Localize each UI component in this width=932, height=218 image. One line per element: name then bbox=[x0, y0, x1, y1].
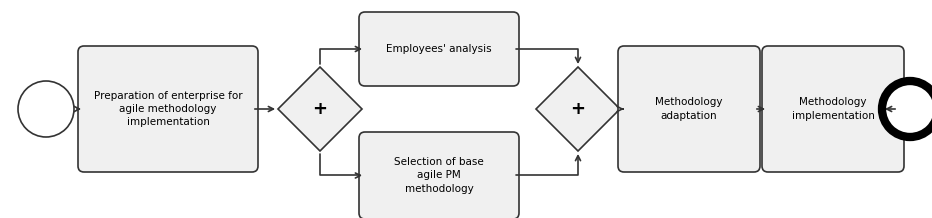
FancyBboxPatch shape bbox=[618, 46, 760, 172]
Text: Preparation of enterprise for
agile methodology
implementation: Preparation of enterprise for agile meth… bbox=[94, 91, 242, 127]
Text: +: + bbox=[570, 100, 585, 118]
FancyBboxPatch shape bbox=[762, 46, 904, 172]
FancyBboxPatch shape bbox=[78, 46, 258, 172]
Text: Selection of base
agile PM
methodology: Selection of base agile PM methodology bbox=[394, 157, 484, 194]
Text: +: + bbox=[312, 100, 327, 118]
FancyBboxPatch shape bbox=[359, 132, 519, 218]
Text: Methodology
adaptation: Methodology adaptation bbox=[655, 97, 722, 121]
Text: Employees' analysis: Employees' analysis bbox=[386, 44, 492, 54]
Circle shape bbox=[882, 81, 932, 137]
Polygon shape bbox=[278, 67, 362, 151]
FancyBboxPatch shape bbox=[359, 12, 519, 86]
Polygon shape bbox=[536, 67, 620, 151]
Text: Methodology
implementation: Methodology implementation bbox=[791, 97, 874, 121]
